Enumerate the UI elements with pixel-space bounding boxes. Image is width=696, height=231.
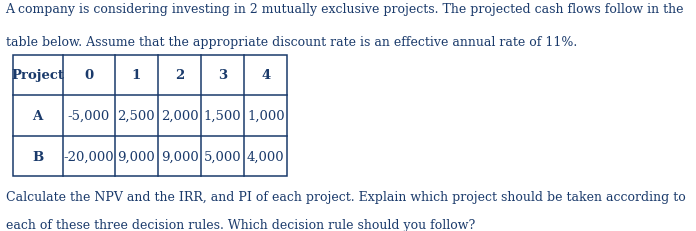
Text: Calculate the NPV and the IRR, and PI of each project. Explain which project sho: Calculate the NPV and the IRR, and PI of… <box>6 191 686 204</box>
Text: B: B <box>32 150 43 163</box>
Text: 5,000: 5,000 <box>204 150 242 163</box>
Text: 1: 1 <box>132 69 141 82</box>
Text: each of these three decision rules. Which decision rule should you follow?: each of these three decision rules. Whic… <box>6 218 475 231</box>
Text: 2: 2 <box>175 69 184 82</box>
Text: -5,000: -5,000 <box>68 109 110 123</box>
Text: 2,000: 2,000 <box>161 109 198 123</box>
Text: 4: 4 <box>261 69 271 82</box>
Text: 1,000: 1,000 <box>247 109 285 123</box>
Text: Project: Project <box>11 69 64 82</box>
Text: 3: 3 <box>218 69 228 82</box>
Text: 0: 0 <box>84 69 93 82</box>
Text: 1,500: 1,500 <box>204 109 242 123</box>
Text: table below. Assume that the appropriate discount rate is an effective annual ra: table below. Assume that the appropriate… <box>6 36 577 49</box>
Text: -20,000: -20,000 <box>63 150 114 163</box>
Text: 4,000: 4,000 <box>247 150 285 163</box>
Text: A: A <box>33 109 42 123</box>
Text: 2,500: 2,500 <box>118 109 155 123</box>
Text: 9,000: 9,000 <box>161 150 198 163</box>
Text: A company is considering investing in 2 mutually exclusive projects. The project: A company is considering investing in 2 … <box>6 3 684 16</box>
Text: 9,000: 9,000 <box>118 150 155 163</box>
